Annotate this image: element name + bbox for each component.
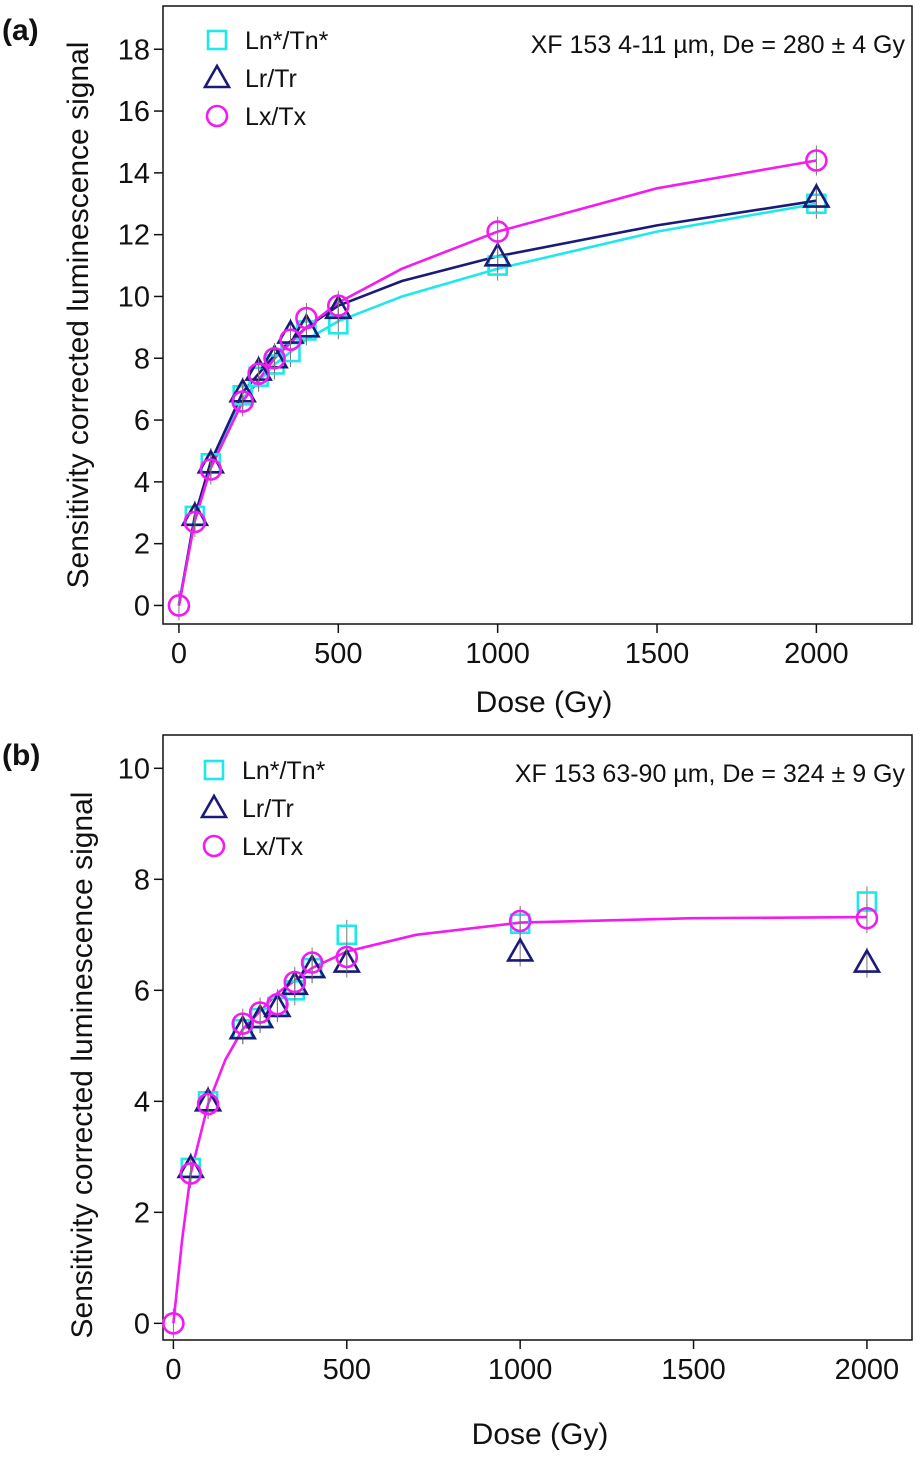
panel-b-ytick-label: 0 [134, 1308, 150, 1340]
panel-a-point-circle [295, 306, 318, 330]
panel-b-point-circle [162, 1312, 185, 1335]
panel-a-ytick-label: 12 [118, 220, 150, 252]
panel-b-ytick-label: 8 [134, 864, 150, 896]
panel-a-point-circle [183, 510, 207, 534]
panel-a-legend-label: Ln*/Tn* [245, 27, 329, 55]
panel-b-label: (b) [2, 739, 40, 772]
panel-a-ytick-label: 18 [118, 34, 150, 66]
panel-a-xtick-label: 1000 [465, 638, 530, 670]
panel-b-frame [162, 734, 913, 1341]
panel-a-point-circle [167, 594, 191, 617]
panel-a-point-circle [263, 346, 286, 370]
panel-a-xtick-label: 0 [171, 638, 187, 670]
panel-b-legend-circle-icon [202, 834, 226, 858]
panel-b-legend-label: Lx/Tx [242, 833, 304, 861]
panel-b-point-circle [335, 945, 359, 969]
panel-b-xlabel: Dose (Gy) [472, 1418, 609, 1451]
panel-b-point-circle [855, 906, 879, 930]
panel-a-ytick-label: 14 [118, 158, 150, 190]
panel-b-point-triangle [852, 947, 882, 973]
panel-b-legend-triangle-icon [199, 793, 229, 819]
panel-a-label: (a) [2, 14, 39, 47]
panel-b-legend: Ln*/Tn* Lr/Tr Lx/Tx [199, 757, 326, 861]
panel-b-ylabel: Sensitivity corrected luminescence signa… [66, 792, 99, 1339]
panel-b-point-triangle [505, 936, 535, 962]
panel-b-ytick-label: 6 [134, 975, 150, 1007]
panel-a-legend-circle-icon [205, 104, 229, 128]
panel-a-ytick-label: 16 [118, 96, 150, 128]
panel-b-ytick-label: 2 [134, 1197, 150, 1229]
panel-a-ytick-label: 4 [134, 467, 150, 499]
panel-b-fit-circle [172, 915, 867, 1324]
panel-a-xlabel: Dose (Gy) [476, 686, 613, 719]
panel-a-ylabel: Sensitivity corrected luminescence signa… [62, 42, 95, 589]
panel-a-markers [167, 145, 831, 621]
panel-a-legend-label: Lx/Tx [245, 103, 307, 131]
panel-b-point-circle [266, 992, 289, 1016]
panel-b-fit-lines [172, 915, 867, 1324]
panel-b-point-circle [179, 1162, 203, 1185]
panel-a-ytick-label: 8 [134, 343, 150, 375]
panel-b-xtick-label: 1000 [488, 1354, 553, 1386]
panel-b-point-circle [196, 1092, 220, 1116]
panel-a-legend: Ln*/Tn* Lr/Tr Lx/Tx [202, 27, 329, 131]
panel-a-point-circle [805, 149, 828, 172]
panel-b-point-circle [300, 951, 324, 974]
panel-a-annotation: XF 153 4-11 µm, De = 280 ± 4 Gy [531, 31, 906, 59]
panel-b-ytick-label: 4 [134, 1086, 150, 1118]
panel-b-legend-label: Lr/Tr [242, 795, 294, 823]
panel-a-frame [162, 5, 913, 625]
panel-a: (a) XF 153 4-11 µm, De = 280 ± 4 Gy Dose… [2, 5, 913, 719]
panel-a-point-circle [486, 220, 509, 243]
panel-a-xtick-label: 500 [314, 638, 362, 670]
panel-b-ytick-label: 10 [118, 753, 150, 785]
panel-a-ytick-label: 2 [134, 529, 150, 561]
panel-b-ticks: 0 500 1000 1500 2000 0 2 4 6 8 10 [118, 753, 899, 1386]
panel-a-legend-square-icon [206, 29, 228, 51]
panel-a-point-circle [279, 328, 302, 352]
panel-b-point-circle [231, 1012, 255, 1035]
panel-b-legend-square-icon [203, 759, 225, 781]
panel-b-legend-label: Ln*/Tn* [242, 757, 326, 785]
panel-a-legend-label: Lr/Tr [245, 65, 297, 93]
panel-a-xtick-label: 1500 [625, 638, 690, 670]
panel-a-ytick-label: 0 [134, 590, 150, 622]
panel-a-legend-triangle-icon [202, 63, 232, 89]
panel-b-point-circle [283, 970, 307, 994]
panel-b-annotation: XF 153 63-90 µm, De = 324 ± 9 Gy [515, 760, 906, 788]
panel-b-xtick-label: 0 [165, 1354, 181, 1386]
panel-b-xtick-label: 500 [323, 1354, 371, 1386]
panel-a-point-circle [231, 390, 254, 413]
panel-a-ytick-label: 10 [118, 281, 150, 313]
panel-a-ytick-label: 6 [134, 405, 150, 437]
panel-b-xtick-label: 2000 [835, 1354, 900, 1386]
panel-a-xtick-label: 2000 [784, 638, 849, 670]
panel-a-point-triangle [802, 182, 831, 208]
panel-b: (b) XF 153 63-90 µm, De = 324 ± 9 Gy Dos… [2, 734, 913, 1451]
panel-b-markers [162, 886, 882, 1339]
panel-a-point-triangle [483, 241, 512, 267]
panel-b-point-circle [508, 909, 532, 933]
panel-a-ticks: 0 500 1000 1500 2000 0 2 4 6 8 10 12 14 16 18 [118, 34, 849, 670]
panel-a-point-circle [247, 362, 270, 386]
panel-a-point-circle [199, 458, 223, 481]
panel-a-point-circle [326, 294, 350, 318]
panel-b-xtick-label: 1500 [661, 1354, 726, 1386]
